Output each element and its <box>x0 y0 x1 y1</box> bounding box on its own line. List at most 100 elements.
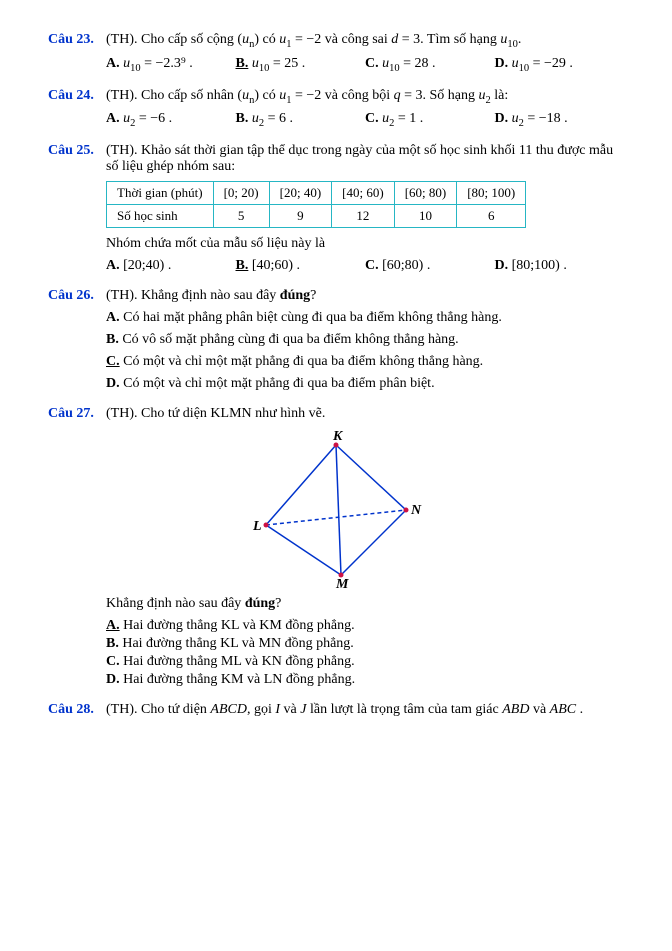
q24-t1: (TH). Cho cấp số nhân ( <box>106 88 242 103</box>
q27-text: (TH). Cho tứ diện KLMN như hình vẽ. <box>106 406 624 422</box>
tbl-h2: Số học sinh <box>107 205 214 228</box>
question-27: Câu 27. (TH). Cho tứ diện KLMN như hình … <box>48 406 624 688</box>
q26-bold: đúng <box>280 288 310 303</box>
q24-u1-eq: = −2 và công bội <box>291 88 393 103</box>
q25-c: [60;80) . <box>382 258 430 273</box>
question-24: Câu 24. (TH). Cho cấp số nhân (un) có u1… <box>48 88 624 130</box>
q26-opt-d: D. Có một và chỉ một mặt phẳng đi qua ba… <box>106 376 624 392</box>
diagram-label-n: N <box>410 503 422 518</box>
q23-text: (TH). Cho cấp số cộng (un) có u1 = −2 và… <box>106 32 624 50</box>
q23-ans-b: B. u10 = 25 . <box>236 56 366 74</box>
q25-ans-d: D. [80;100) . <box>495 258 625 274</box>
q25-d: [80;100) . <box>512 258 567 273</box>
q24-text: (TH). Cho cấp số nhân (un) có u1 = −2 và… <box>106 88 624 106</box>
q23-b-r: = 25 . <box>269 56 305 71</box>
q25-label: Câu 25. <box>48 143 106 159</box>
q24-te: là: <box>491 88 509 103</box>
q27-b-label: B. <box>106 636 119 651</box>
diagram-label-k: K <box>332 430 344 444</box>
q23-u10-sub: 10 <box>507 39 518 50</box>
question-25: Câu 25. (TH). Khảo sát thời gian tập thể… <box>48 143 624 274</box>
q27-t2e: ? <box>275 596 281 611</box>
tetrahedron-diagram: K L N M <box>241 430 431 590</box>
question-28: Câu 28. (TH). Cho tứ diện ABCD, gọi I và… <box>48 702 624 718</box>
q26-a: Có hai mặt phẳng phân biệt cùng đi qua b… <box>123 310 502 325</box>
q27-opt-b: B. Hai đường thẳng KL và MN đồng phẳng. <box>106 636 624 652</box>
q23-a-r: = −2.3⁹ . <box>141 56 193 71</box>
q23-t2: ) có <box>254 32 279 47</box>
q27-c-label: C. <box>106 654 120 669</box>
tbl-v1: 5 <box>213 205 269 228</box>
q28-abc: ABC <box>550 702 576 717</box>
q25-text2: Nhóm chứa mốt của mẫu số liệu này là <box>106 236 624 252</box>
q25-answers: A. [20;40) . B. [40;60) . C. [60;80) . D… <box>106 258 624 274</box>
q28-text: (TH). Cho tứ diện ABCD, gọi I và J lần l… <box>106 702 624 718</box>
q23-te: . <box>518 32 522 47</box>
q24-q-var: q <box>394 88 401 103</box>
q24-ans-a: A. u2 = −6 . <box>106 111 236 129</box>
q27-a-label: A. <box>106 618 120 633</box>
q25-a-label: A. <box>106 258 120 273</box>
question-26: Câu 26. (TH). Khẳng định nào sau đây đún… <box>48 288 624 392</box>
q24-t2: ) có <box>254 88 279 103</box>
q28-and: và <box>280 702 300 717</box>
q24-d-label: D. <box>495 111 509 126</box>
q23-c-label: C. <box>365 56 379 71</box>
q25-c-label: C. <box>365 258 379 273</box>
q23-b-label: B. <box>236 56 249 71</box>
q23-c-s: 10 <box>389 63 400 74</box>
tbl-c1: [0; 20) <box>213 182 269 205</box>
q24-a-label: A. <box>106 111 120 126</box>
q28-label: Câu 28. <box>48 702 106 718</box>
q26-b-label: B. <box>106 332 119 347</box>
q24-b-v: u <box>252 111 259 126</box>
q23-d-eq: = 3. Tìm số hạng <box>398 32 500 47</box>
diagram-label-l: L <box>252 519 262 534</box>
q28-and2: và <box>529 702 549 717</box>
q27-d: Hai đường thẳng KM và LN đồng phẳng. <box>123 672 355 687</box>
q27-b: Hai đường thẳng KL và MN đồng phẳng. <box>122 636 353 651</box>
q26-te: ? <box>310 288 316 303</box>
q24-answers: A. u2 = −6 . B. u2 = 6 . C. u2 = 1 . D. … <box>106 111 624 129</box>
q25-ans-a: A. [20;40) . <box>106 258 236 274</box>
q28-t3: lần lượt là trọng tâm của tam giác <box>306 702 502 717</box>
q25-b: [40;60) . <box>252 258 300 273</box>
q23-label: Câu 23. <box>48 32 106 48</box>
q24-b-label: B. <box>236 111 249 126</box>
q28-head: Câu 28. (TH). Cho tứ diện ABCD, gọi I và… <box>48 702 624 718</box>
q27-head: Câu 27. (TH). Cho tứ diện KLMN như hình … <box>48 406 624 422</box>
q26-head: Câu 26. (TH). Khẳng định nào sau đây đún… <box>48 288 624 304</box>
q24-d-r: = −18 . <box>524 111 568 126</box>
q23-d-s: 10 <box>519 63 530 74</box>
diagram-label-m: M <box>335 577 349 590</box>
q24-ans-b: B. u2 = 6 . <box>236 111 366 129</box>
q26-c: Có một và chỉ một mặt phẳng đi qua ba đi… <box>123 354 483 369</box>
q28-abd: ABD <box>502 702 529 717</box>
tbl-v4: 10 <box>394 205 457 228</box>
q27-text2: Khẳng định nào sau đây đúng? <box>106 596 624 612</box>
q24-ans-d: D. u2 = −18 . <box>495 111 625 129</box>
q23-ans-d: D. u10 = −29 . <box>495 56 625 74</box>
q28-te: . <box>576 702 583 717</box>
q26-opt-c: C. Có một và chỉ một mặt phẳng đi qua ba… <box>106 354 624 370</box>
q24-c-r: = 1 . <box>394 111 423 126</box>
q26-t1: (TH). Khẳng định nào sau đây <box>106 288 280 303</box>
q26-opt-b: B. Có vô số mặt phẳng cùng đi qua ba điể… <box>106 332 624 348</box>
q27-t2p: Khẳng định nào sau đây <box>106 596 245 611</box>
q23-d-v: u <box>512 56 519 71</box>
tbl-v3: 12 <box>332 205 395 228</box>
q27-opt-c: C. Hai đường thẳng ML và KN đồng phẳng. <box>106 654 624 670</box>
q26-b: Có vô số mặt phẳng cùng đi qua ba điểm k… <box>122 332 458 347</box>
q24-head: Câu 24. (TH). Cho cấp số nhân (un) có u1… <box>48 88 624 106</box>
q25-table: Thời gian (phút) [0; 20) [20; 40) [40; 6… <box>106 181 526 228</box>
q23-d-label: D. <box>495 56 509 71</box>
q28-t2: , gọi <box>247 702 275 717</box>
q23-head: Câu 23. (TH). Cho cấp số cộng (un) có u1… <box>48 32 624 50</box>
q26-label: Câu 26. <box>48 288 106 304</box>
q23-a-s: 10 <box>130 63 141 74</box>
q27-opt-d: D. Hai đường thẳng KM và LN đồng phẳng. <box>106 672 624 688</box>
q26-a-label: A. <box>106 310 120 325</box>
q23-t1: (TH). Cho cấp số cộng ( <box>106 32 242 47</box>
question-23: Câu 23. (TH). Cho cấp số cộng (un) có u1… <box>48 32 624 74</box>
q24-q-eq: = 3. Số hạng <box>401 88 479 103</box>
